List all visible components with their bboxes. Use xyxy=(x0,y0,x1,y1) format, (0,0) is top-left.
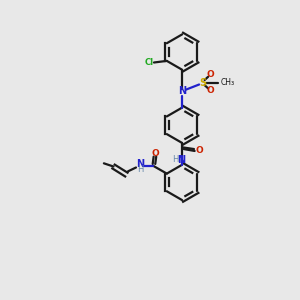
Text: H: H xyxy=(172,155,178,164)
Text: Cl: Cl xyxy=(144,58,153,67)
Text: O: O xyxy=(206,70,214,79)
Text: N: N xyxy=(136,159,144,169)
Text: O: O xyxy=(196,146,204,154)
Text: N: N xyxy=(178,86,186,96)
Text: O: O xyxy=(206,86,214,95)
Text: H: H xyxy=(137,165,143,174)
Text: CH₃: CH₃ xyxy=(220,78,235,87)
Text: N: N xyxy=(177,154,185,165)
Text: S: S xyxy=(200,78,206,88)
Text: O: O xyxy=(151,149,159,158)
